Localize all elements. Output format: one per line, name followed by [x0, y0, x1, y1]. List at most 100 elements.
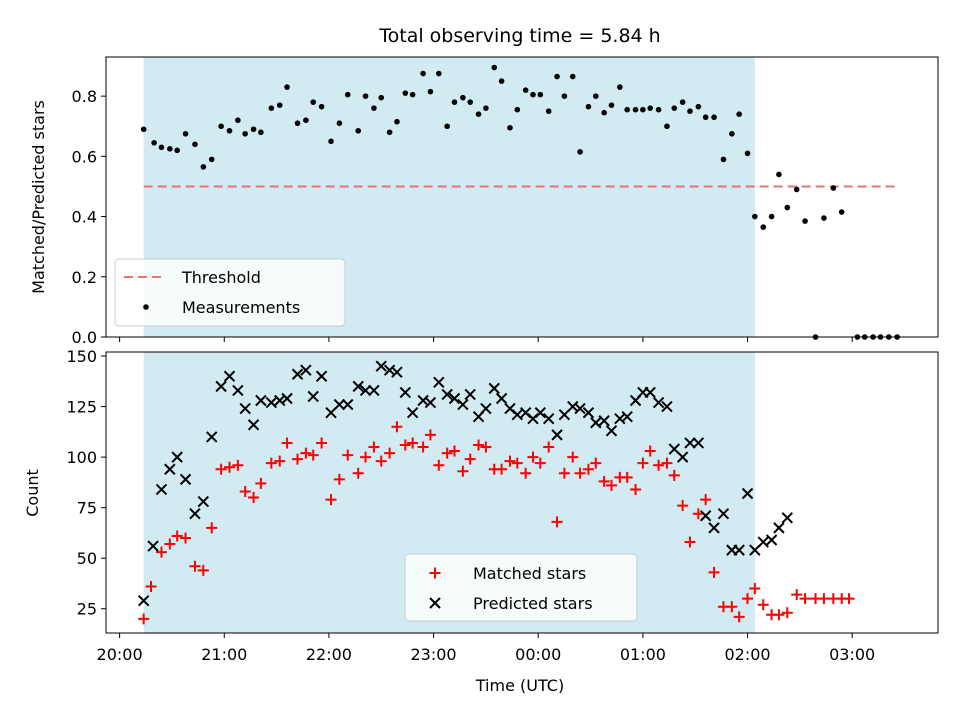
- matched-stars-point: [598, 475, 610, 487]
- matched-stars-point: [424, 429, 436, 441]
- measurement-point: [569, 73, 576, 80]
- predicted-stars-point: [692, 437, 705, 449]
- measurement-point: [378, 94, 385, 101]
- matched-stars-point: [368, 441, 380, 453]
- measurement-point: [140, 126, 147, 133]
- bottom-legend: [404, 553, 638, 622]
- matched-stars-point: [781, 607, 793, 619]
- measurement-point: [640, 106, 646, 113]
- matched-stars-point: [255, 477, 267, 489]
- measurement-point: [545, 108, 552, 114]
- predicted-stars-point: [333, 398, 346, 411]
- matched-stars-point: [558, 467, 570, 479]
- matched-stars-point: [352, 467, 364, 479]
- predicted-stars-point: [368, 384, 380, 397]
- predicted-stars-point: [315, 370, 328, 382]
- matched-stars-point: [441, 447, 453, 459]
- measurement-point: [467, 99, 473, 105]
- matched-stars-point: [300, 447, 312, 459]
- legend-predicted-label: Predicted stars: [473, 594, 593, 613]
- predicted-stars-point: [676, 451, 689, 463]
- measurement-point: [624, 106, 630, 113]
- matched-stars-point: [407, 437, 419, 449]
- measurement-point: [409, 91, 416, 98]
- predicted-stars-point: [406, 406, 419, 419]
- top-y-tick-label: 0.4: [72, 208, 97, 227]
- measurement-point: [268, 105, 275, 111]
- matched-stars-point: [265, 457, 277, 469]
- matched-stars-point: [464, 453, 476, 465]
- matched-stars-point: [189, 560, 201, 572]
- predicted-stars-point: [424, 396, 437, 409]
- matched-stars-point: [325, 494, 337, 506]
- measurement-point: [355, 127, 362, 134]
- matched-stars-point: [480, 441, 492, 453]
- measurement-point: [427, 88, 434, 95]
- matched-stars-point: [644, 445, 656, 457]
- measurement-point: [793, 186, 800, 193]
- matched-stars-point: [726, 601, 738, 613]
- measurement-point: [250, 126, 257, 133]
- measurement-point: [498, 78, 505, 84]
- x-tick-label: 02:00: [724, 645, 770, 664]
- x-tick-label: 23:00: [411, 645, 457, 664]
- matched-stars-point: [399, 439, 411, 451]
- legend-predicted-swatch: [429, 597, 441, 609]
- matched-stars-point: [511, 457, 523, 469]
- matched-stars-point: [239, 485, 251, 497]
- predicted-stars-point: [684, 437, 696, 449]
- measurement-point: [802, 218, 808, 224]
- predicted-stars-point: [457, 398, 469, 411]
- measurement-point: [830, 185, 837, 191]
- predicted-stars-point: [391, 366, 403, 378]
- predicted-stars-point: [781, 512, 794, 524]
- measurement-point: [174, 147, 180, 154]
- measurement-point: [276, 102, 283, 108]
- measurement-point: [294, 120, 301, 127]
- measurement-point: [394, 118, 400, 125]
- matched-stars-point: [757, 599, 769, 611]
- matched-stars-point: [582, 463, 594, 475]
- predicted-stars-point: [644, 386, 656, 399]
- matched-stars-point: [534, 457, 546, 469]
- predicted-stars-point: [699, 510, 712, 522]
- predicted-stars-point: [448, 392, 461, 405]
- measurement-point: [821, 215, 827, 221]
- predicted-stars-point: [352, 380, 364, 393]
- matched-stars-point: [733, 611, 745, 623]
- measurement-point: [601, 109, 607, 116]
- predicted-stars-point: [205, 431, 218, 443]
- predicted-stars-point: [147, 540, 159, 552]
- measurement-point: [460, 94, 466, 101]
- matched-stars-point: [180, 532, 192, 544]
- predicted-stars-point: [757, 536, 769, 548]
- predicted-stars-point: [741, 487, 754, 500]
- x-tick-label: 01:00: [620, 645, 666, 664]
- x-axis-label: Time (UTC): [475, 676, 564, 695]
- measurement-point: [491, 64, 498, 71]
- matched-stars-point: [621, 471, 633, 483]
- measurement-point: [530, 91, 536, 98]
- predicted-stars-point: [281, 392, 293, 405]
- predicted-stars-point: [708, 522, 720, 534]
- predicted-stars-point: [223, 370, 236, 382]
- measurement-point: [218, 123, 224, 130]
- measurement-point: [720, 156, 727, 163]
- predicted-stars-point: [598, 415, 610, 427]
- predicted-stars-point: [255, 394, 267, 407]
- predicted-stars-point: [239, 402, 251, 415]
- measurement-point: [451, 99, 458, 105]
- measurement-point: [514, 106, 521, 113]
- measurement-point: [561, 93, 568, 99]
- measurement-point: [695, 103, 702, 110]
- legend-threshold-label: Threshold: [181, 268, 261, 287]
- measurement-point: [336, 120, 343, 127]
- matched-stars-point: [215, 463, 227, 475]
- predicted-stars-point: [574, 402, 586, 415]
- predicted-stars-point: [652, 396, 665, 409]
- predicted-stars-point: [291, 368, 304, 380]
- measurement-point: [838, 209, 845, 215]
- matched-stars-point: [520, 467, 532, 479]
- chart-title: Total observing time = 5.84 h: [378, 25, 660, 47]
- predicted-stars-point: [590, 417, 602, 429]
